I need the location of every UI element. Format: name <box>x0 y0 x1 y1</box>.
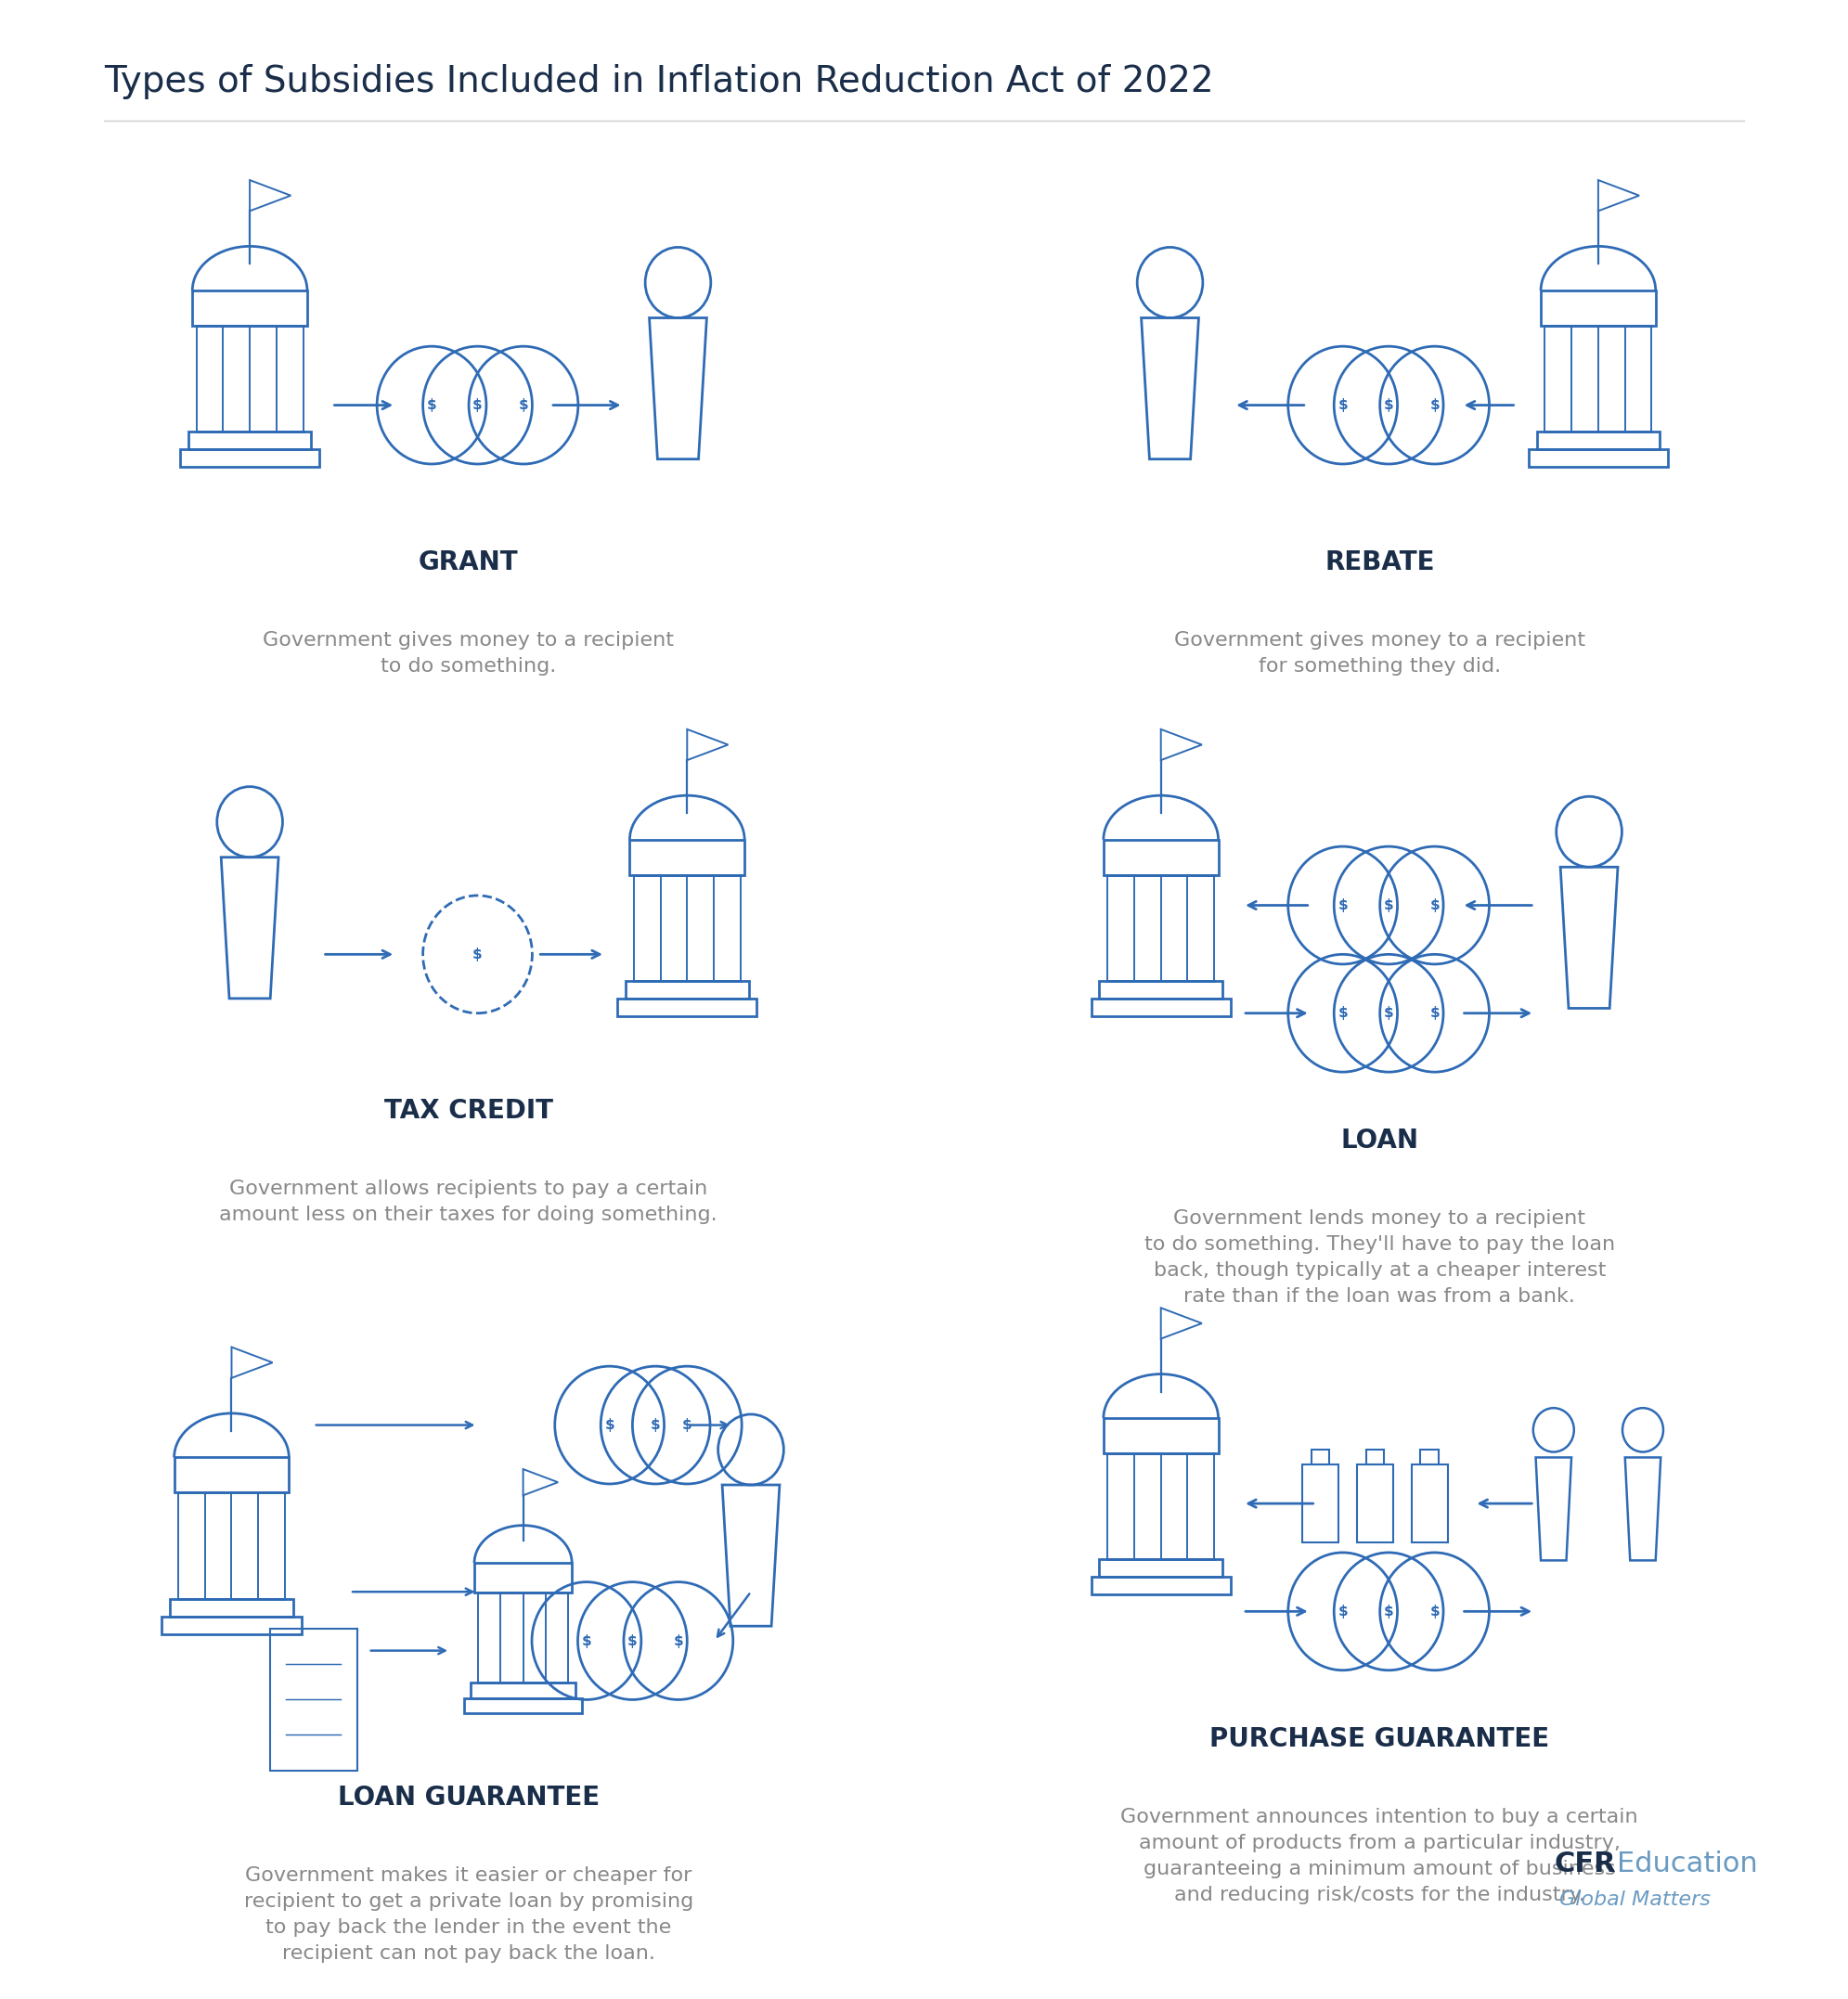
Bar <box>170 1599 294 1617</box>
Text: Government announces intention to buy a certain
amount of products from a partic: Government announces intention to buy a … <box>1120 1807 1639 1905</box>
Text: $: $ <box>1430 898 1440 912</box>
Text: $: $ <box>673 1633 684 1647</box>
Bar <box>1312 1449 1329 1465</box>
Text: Government gives money to a recipient
to do something.: Government gives money to a recipient to… <box>262 632 675 676</box>
Text: $: $ <box>1338 898 1347 912</box>
Bar <box>1103 840 1218 876</box>
Text: $: $ <box>1384 398 1393 412</box>
Text: REBATE: REBATE <box>1325 550 1434 576</box>
Bar <box>1528 450 1669 468</box>
Text: LOAN GUARANTEE: LOAN GUARANTEE <box>338 1785 599 1811</box>
Text: Global Matters: Global Matters <box>1560 1891 1709 1909</box>
Bar <box>1412 1465 1447 1543</box>
Bar <box>471 1683 575 1697</box>
Text: Types of Subsidies Included in Inflation Reduction Act of 2022: Types of Subsidies Included in Inflation… <box>103 64 1214 100</box>
Bar <box>163 1617 301 1633</box>
Text: Government lends money to a recipient
to do something. They'll have to pay the l: Government lends money to a recipient to… <box>1144 1209 1615 1305</box>
Text: $: $ <box>473 948 482 962</box>
Bar <box>1303 1465 1338 1543</box>
Bar <box>1090 998 1231 1015</box>
Text: CFR: CFR <box>1554 1851 1617 1877</box>
Bar <box>475 1563 571 1593</box>
Bar <box>1100 1559 1222 1577</box>
Text: $: $ <box>427 398 436 412</box>
Bar <box>1421 1449 1440 1465</box>
Bar <box>1090 1577 1231 1595</box>
Bar <box>174 1457 288 1493</box>
Text: $: $ <box>1338 398 1347 412</box>
Text: $: $ <box>1338 1005 1347 1019</box>
Text: $: $ <box>519 398 529 412</box>
Bar <box>1541 290 1656 326</box>
Text: LOAN: LOAN <box>1340 1127 1419 1153</box>
Text: Government allows recipients to pay a certain
amount less on their taxes for doi: Government allows recipients to pay a ce… <box>220 1179 717 1225</box>
Bar <box>1366 1449 1384 1465</box>
Text: $: $ <box>473 398 482 412</box>
Bar <box>1100 982 1222 998</box>
Text: $: $ <box>1338 1605 1347 1619</box>
Bar <box>270 1629 357 1771</box>
Text: Government makes it easier or cheaper for
recipient to get a private loan by pro: Government makes it easier or cheaper fo… <box>244 1867 693 1963</box>
Text: $: $ <box>1430 1005 1440 1019</box>
Text: Government gives money to a recipient
for something they did.: Government gives money to a recipient fo… <box>1173 632 1586 676</box>
Text: $: $ <box>650 1417 660 1431</box>
Bar <box>1538 432 1660 450</box>
Bar <box>630 840 745 876</box>
Text: TAX CREDIT: TAX CREDIT <box>384 1097 553 1123</box>
Text: $: $ <box>582 1633 591 1647</box>
Bar <box>1103 1417 1218 1453</box>
Bar <box>1356 1465 1393 1543</box>
Text: $: $ <box>1384 1605 1393 1619</box>
Text: $: $ <box>1430 1605 1440 1619</box>
Text: $: $ <box>628 1633 638 1647</box>
Bar <box>617 998 758 1015</box>
Text: $: $ <box>682 1417 691 1431</box>
Text: Education: Education <box>1617 1851 1757 1877</box>
Text: $: $ <box>604 1417 614 1431</box>
Text: $: $ <box>1430 398 1440 412</box>
Bar <box>188 432 310 450</box>
Text: $: $ <box>1384 898 1393 912</box>
Text: PURCHASE GUARANTEE: PURCHASE GUARANTEE <box>1210 1725 1549 1751</box>
Bar <box>179 450 320 468</box>
Text: GRANT: GRANT <box>418 550 519 576</box>
Bar <box>192 290 307 326</box>
Text: $: $ <box>1384 1005 1393 1019</box>
Bar <box>626 982 748 998</box>
Bar <box>464 1697 582 1713</box>
